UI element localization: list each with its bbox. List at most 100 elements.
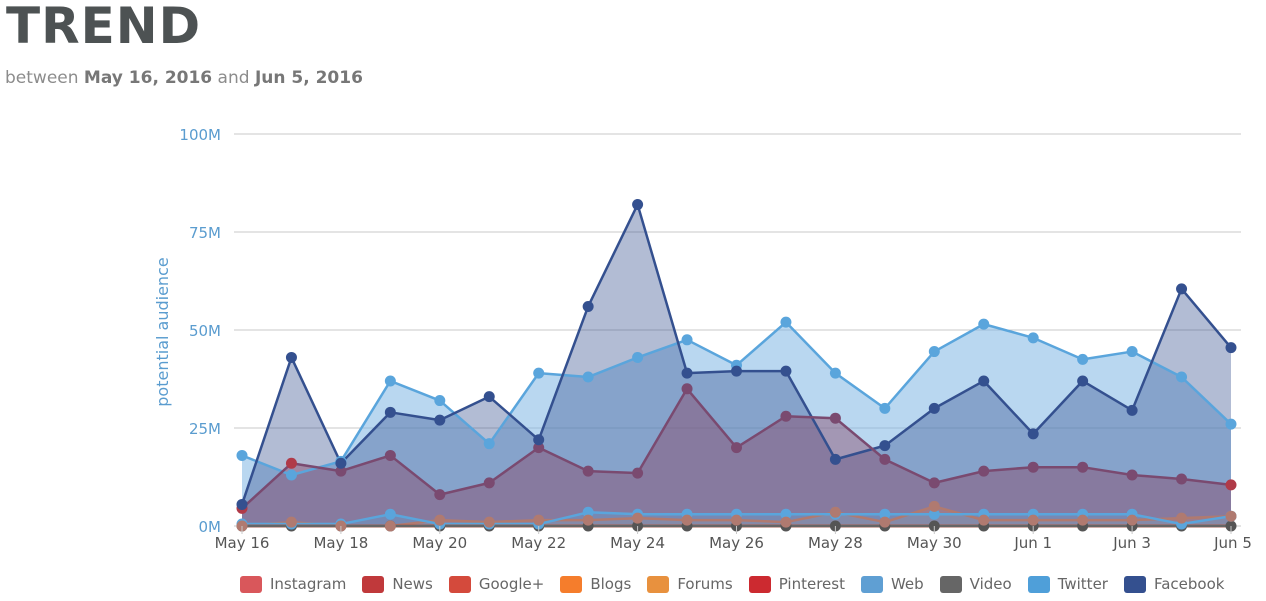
point-news (434, 489, 446, 501)
point-twitter (1126, 346, 1138, 358)
legend-item-google-[interactable]: Google+ (448, 575, 545, 593)
point-google- (1176, 512, 1188, 524)
point-twitter (681, 334, 693, 346)
legend-label: Google+ (478, 575, 545, 593)
x-tick-label: May 20 (412, 534, 467, 552)
point-news (1077, 461, 1089, 473)
legend-swatch (560, 575, 583, 593)
point-facebook (1176, 283, 1188, 295)
point-facebook (285, 351, 297, 363)
point-twitter (780, 316, 792, 328)
point-google- (434, 514, 446, 526)
x-tick-label: May 28 (808, 534, 863, 552)
y-tick-label: 75M (189, 224, 221, 242)
point-news (384, 449, 396, 461)
point-news (533, 442, 545, 454)
x-tick-label: May 18 (313, 534, 368, 552)
point-news (879, 453, 891, 465)
point-facebook (928, 402, 940, 414)
point-news (928, 477, 940, 489)
page-title: TREND (6, 0, 202, 55)
legend-item-news[interactable]: News (362, 575, 433, 593)
legend-label: Forums (677, 575, 733, 593)
point-web (384, 508, 396, 520)
point-twitter (928, 346, 940, 358)
point-facebook (582, 300, 594, 312)
point-news (780, 410, 792, 422)
x-tick-label: May 24 (610, 534, 665, 552)
point-facebook (681, 367, 693, 379)
legend-item-pinterest[interactable]: Pinterest (748, 575, 845, 593)
y-tick-label: 100M (179, 126, 221, 144)
point-twitter (829, 367, 841, 379)
point-facebook (632, 199, 644, 211)
date-range-subtitle: between May 16, 2016 and Jun 5, 2016 (5, 68, 363, 88)
point-twitter (384, 375, 396, 387)
point-google- (1126, 514, 1138, 526)
legend-swatch (647, 575, 670, 593)
point-google- (582, 514, 594, 526)
point-news (681, 383, 693, 395)
point-twitter (582, 371, 594, 383)
point-twitter (632, 351, 644, 363)
legend-label: Blogs (590, 575, 632, 593)
legend-swatch (240, 575, 262, 593)
series-points (236, 199, 1237, 532)
legend-item-video[interactable]: Video (939, 575, 1012, 593)
point-twitter (879, 402, 891, 414)
chart-legend: Instagram News Google+ Blogs Forums Pinterest… (240, 575, 1240, 593)
point-facebook (879, 440, 891, 452)
legend-swatch (748, 575, 771, 593)
x-tick-label: Jun 5 (1213, 534, 1252, 552)
legend-swatch (1123, 575, 1146, 593)
point-facebook (384, 406, 396, 418)
point-twitter (483, 438, 495, 450)
point-news (978, 465, 990, 477)
point-facebook (1077, 375, 1089, 387)
legend-swatch (939, 575, 962, 593)
x-tick-label: May 16 (215, 534, 270, 552)
legend-item-blogs[interactable]: Blogs (560, 575, 631, 593)
point-facebook (533, 434, 545, 446)
legend-label: Twitter (1057, 575, 1108, 593)
y-tick-label: 50M (189, 322, 221, 340)
axes: 0M 25M 50M 75M 100M potential audience May 16 M… (153, 126, 1252, 552)
point-facebook (780, 365, 792, 377)
point-twitter (285, 469, 297, 481)
legend-item-forums[interactable]: Forums (647, 575, 733, 593)
point-news (1176, 473, 1188, 485)
point-twitter (1225, 418, 1237, 430)
point-twitter (1027, 332, 1039, 344)
legend-item-facebook[interactable]: Facebook (1123, 575, 1225, 593)
legend-swatch (448, 575, 471, 593)
point-google- (681, 514, 693, 526)
point-twitter (236, 449, 248, 461)
point-facebook (335, 457, 347, 469)
legend-label: Web (890, 575, 924, 593)
x-tick-label: May 22 (511, 534, 566, 552)
x-tick-label: May 30 (907, 534, 962, 552)
legend-item-instagram[interactable]: Instagram (240, 575, 346, 593)
point-news (829, 412, 841, 424)
y-axis-label: potential audience (153, 257, 172, 406)
end-date: Jun 5, 2016 (254, 68, 363, 88)
point-facebook (483, 391, 495, 403)
point-twitter (434, 395, 446, 407)
point-google- (879, 516, 891, 528)
point-news (1027, 461, 1039, 473)
point-google- (978, 514, 990, 526)
legend-item-twitter[interactable]: Twitter (1027, 575, 1108, 593)
point-twitter (533, 367, 545, 379)
point-facebook (1126, 404, 1138, 416)
x-tick-label: May 26 (709, 534, 764, 552)
legend-label: Facebook (1153, 575, 1225, 593)
point-facebook (1027, 428, 1039, 440)
legend-item-web[interactable]: Web (860, 575, 924, 593)
point-facebook (978, 375, 990, 387)
point-web (582, 506, 594, 518)
point-google- (1077, 514, 1089, 526)
point-google- (483, 516, 495, 528)
legend-label: Video (969, 575, 1012, 593)
area-news (242, 388, 1231, 526)
point-google- (731, 514, 742, 526)
